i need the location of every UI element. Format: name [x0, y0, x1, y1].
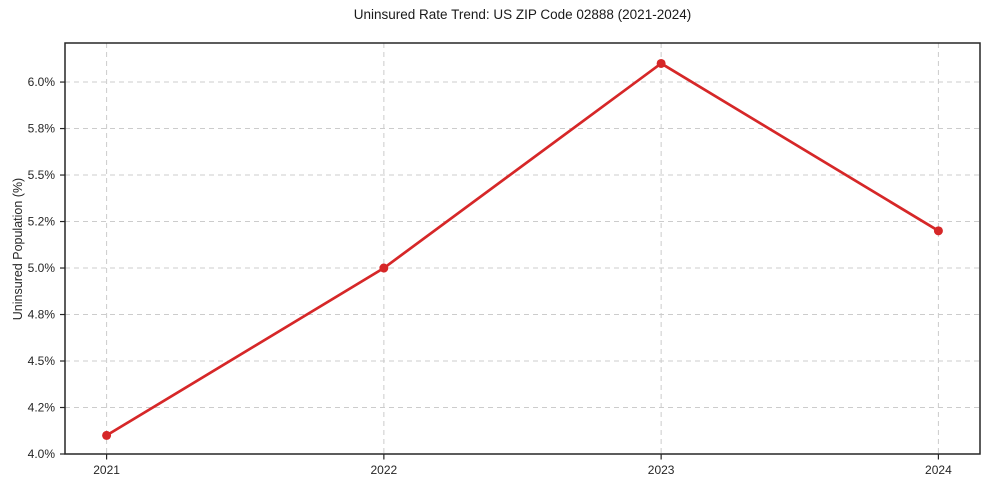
plot-border	[64, 42, 981, 455]
x-tick-label: 2021	[93, 463, 120, 477]
data-point-2023	[656, 58, 666, 68]
x-tick-label: 2024	[925, 463, 952, 477]
y-tick-label: 6.0%	[28, 75, 56, 89]
y-tick-label: 5.5%	[28, 168, 56, 182]
data-point-2024	[933, 226, 943, 236]
trend-line	[105, 62, 940, 437]
axes-layer: 4.0% 4.2% 4.5% 4.8% 5.0% 5.2% 5.5% 5.8% 6.0% 2021…	[28, 42, 981, 477]
x-tick-label: 2023	[648, 463, 675, 477]
data-point-2021	[102, 430, 112, 440]
y-tick-label: 5.8%	[28, 122, 56, 136]
y-tick-label: 4.8%	[28, 308, 56, 322]
y-tick-label: 4.2%	[28, 401, 56, 415]
grid-layer	[65, 43, 980, 455]
data-point-2022	[379, 263, 389, 273]
chart-title: Uninsured Rate Trend: US ZIP Code 02888 …	[353, 7, 692, 22]
y-tick-label: 4.5%	[28, 354, 56, 368]
y-tick-label: 5.0%	[28, 261, 56, 275]
y-axis-title: Uninsured Population (%)	[11, 178, 25, 320]
y-tick-label: 5.2%	[28, 215, 56, 229]
series-layer	[102, 58, 943, 440]
y-tick-label: 4.0%	[28, 447, 56, 461]
x-tick-label: 2022	[371, 463, 398, 477]
